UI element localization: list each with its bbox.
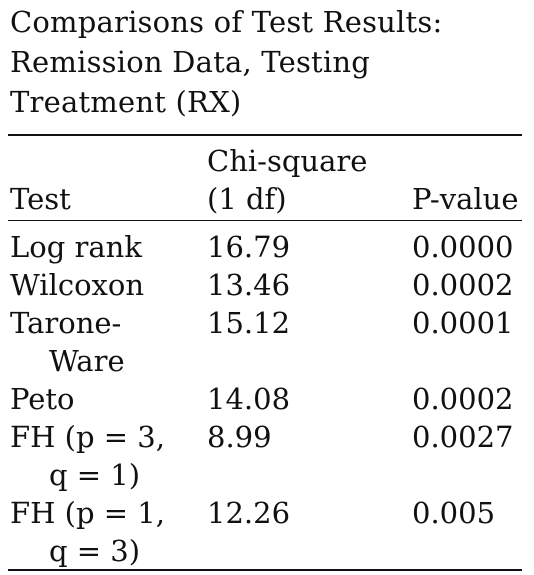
header-chi-square: Chi-square (1 df) [207,142,367,218]
table-row-pvalue: 0.0002 [412,382,514,416]
table-row-pvalue: 0.005 [412,496,496,530]
table-row-test: FH (p = 3, q = 1) [10,418,165,494]
table-row-chi: 12.26 [207,496,291,530]
title-line-3: Treatment (RX) [10,85,242,119]
table-row-chi: 15.12 [207,306,291,340]
table-row-test: Tarone- Ware [10,304,125,380]
table-row-chi: 13.46 [207,268,291,302]
title-line-1: Comparisons of Test Results: [10,5,443,39]
table-row-pvalue: 0.0001 [412,306,514,340]
table-row-pvalue: 0.0002 [412,268,514,302]
table-row-test-line-1: FH (p = 1, [10,496,165,530]
top-rule [8,134,522,136]
title-line-2: Remission Data, Testing [10,45,370,79]
table-row-test: FH (p = 1, q = 3) [10,494,165,570]
table-row-chi: 16.79 [207,230,291,264]
header-chi-line-1: Chi-square [207,144,368,178]
table-row-test-line-2: q = 3) [49,534,141,568]
table-row-test: Log rank [10,230,142,264]
header-test: Test [10,182,71,216]
table-title: Comparisons of Test Results: Remission D… [10,2,520,122]
bottom-rule [8,569,522,571]
header-rule [8,220,522,221]
table-row-test-line-1: Tarone- [10,306,122,340]
table-row-test-line-1: FH (p = 3, [10,420,165,454]
table-row-chi: 14.08 [207,382,291,416]
header-pvalue: P-value [412,182,519,216]
header-chi-line-2: (1 df) [207,182,287,216]
table-row-test-line-2: Ware [49,344,125,378]
table-row-test-line-2: q = 1) [49,458,141,492]
table-row-test: Wilcoxon [10,268,145,302]
table-row-chi: 8.99 [207,420,272,454]
table-row-test: Peto [10,382,75,416]
table-row-pvalue: 0.0000 [412,230,514,264]
table-row-pvalue: 0.0027 [412,420,514,454]
